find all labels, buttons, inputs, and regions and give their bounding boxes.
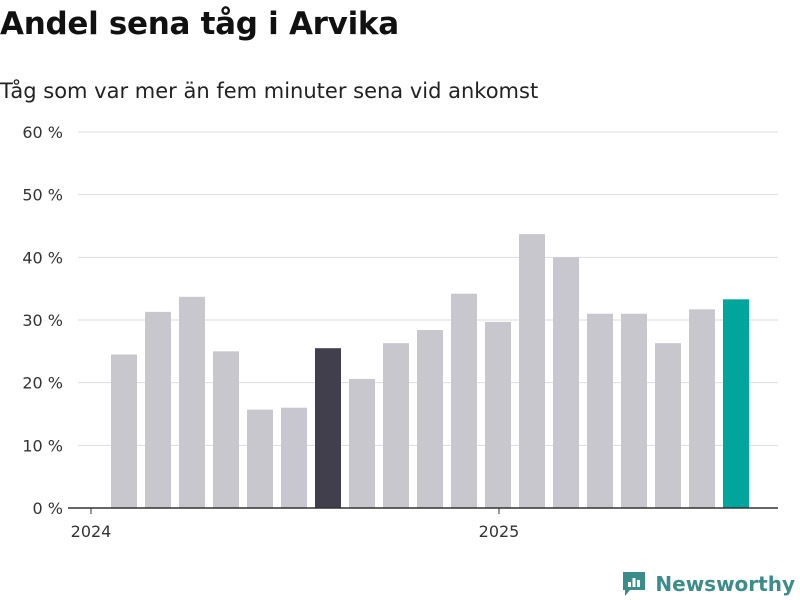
bar: [723, 299, 749, 508]
y-tick-label: 60 %: [22, 123, 63, 142]
bar: [587, 313, 613, 508]
bar: [519, 234, 545, 508]
y-tick-label: 40 %: [22, 248, 63, 267]
y-axis-labels: 0 % 10 % 20 % 30 % 40 % 50 % 60 %: [22, 123, 63, 518]
bar: [213, 351, 239, 508]
y-tick-label: 50 %: [22, 186, 63, 205]
x-axis: 2024 2025: [68, 507, 778, 541]
chart-subtitle: Tåg som var mer än fem minuter sena vid …: [0, 79, 539, 103]
bar: [179, 296, 205, 508]
y-tick-label: 0 %: [33, 499, 63, 518]
x-tick-label: 2024: [71, 522, 112, 541]
y-tick-label: 20 %: [22, 374, 63, 393]
bar: [689, 309, 715, 508]
chart-title: Andel sena tåg i Arvika: [0, 6, 399, 42]
x-tick-label: 2025: [479, 522, 520, 541]
bar: [145, 311, 171, 508]
bar: [485, 321, 511, 508]
bar: [281, 407, 307, 508]
bar: [621, 313, 647, 508]
bars: [111, 234, 749, 508]
bar: [383, 343, 409, 508]
brand: Newsworthy: [621, 570, 795, 598]
brand-name: Newsworthy: [655, 572, 795, 596]
bar: [553, 257, 579, 508]
bar: [417, 330, 443, 508]
bar: [315, 348, 341, 508]
bar: [349, 378, 375, 508]
bar: [451, 293, 477, 508]
bar: [247, 409, 273, 508]
y-tick-label: 10 %: [22, 436, 63, 455]
bar: [111, 354, 137, 508]
bar: [655, 343, 681, 508]
newsworthy-logo-icon: [623, 572, 646, 596]
y-tick-label: 30 %: [22, 311, 63, 330]
